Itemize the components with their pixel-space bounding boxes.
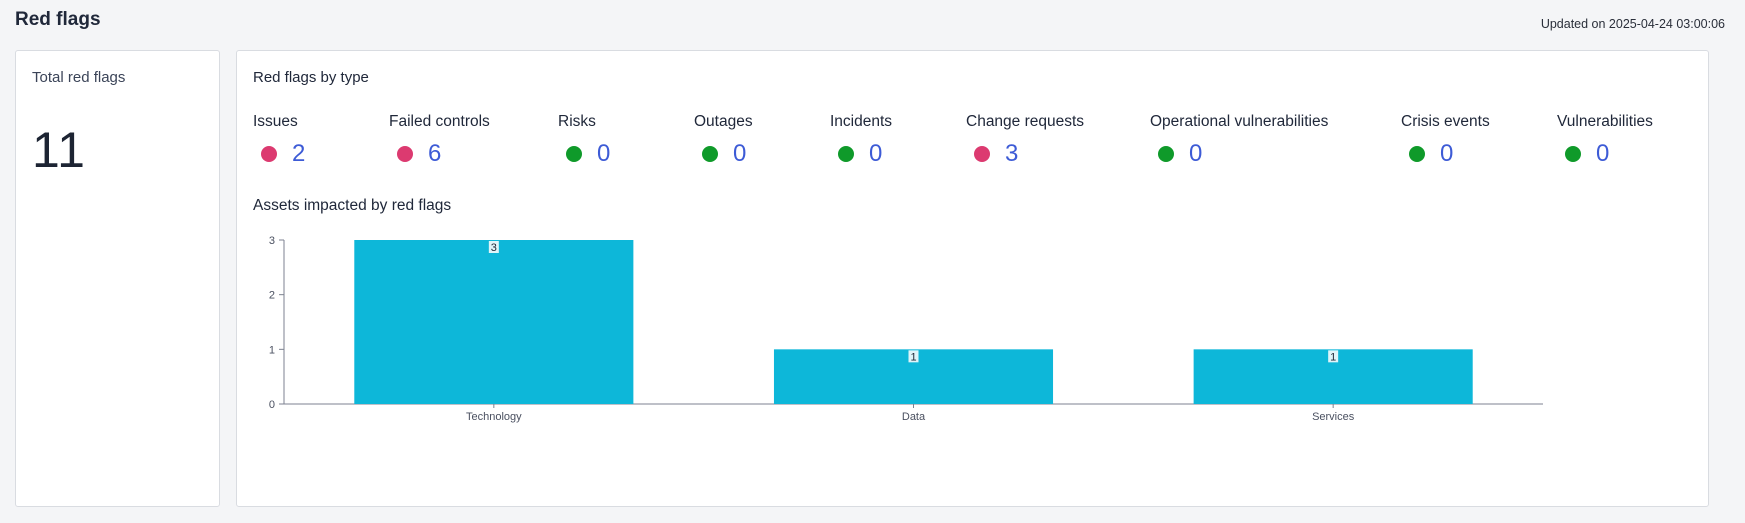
type-count-link[interactable]: 0 xyxy=(869,140,883,167)
page-title: Red flags xyxy=(15,9,101,30)
updated-timestamp: Updated on 2025-04-24 03:00:06 xyxy=(1540,17,1725,31)
status-dot-icon xyxy=(974,146,990,162)
status-dot-icon xyxy=(702,146,718,162)
total-red-flags-title: Total red flags xyxy=(32,69,126,86)
y-tick-label: 0 xyxy=(269,399,275,411)
type-count-link[interactable]: 0 xyxy=(733,140,747,167)
type-label: Risks xyxy=(558,113,596,130)
data-label: 1 xyxy=(1330,351,1336,363)
type-item-vulnerabilities: Vulnerabilities 0 xyxy=(1557,113,1653,167)
type-label: Outages xyxy=(694,113,753,130)
type-count-link[interactable]: 0 xyxy=(1440,140,1454,167)
status-dot-icon xyxy=(1409,146,1425,162)
y-tick-label: 1 xyxy=(269,344,275,356)
type-item-issues: Issues 2 xyxy=(253,113,305,167)
type-count-link[interactable]: 0 xyxy=(1189,140,1203,167)
x-tick-label: Data xyxy=(902,411,926,423)
type-item-outages: Outages 0 xyxy=(694,113,753,167)
type-label: Change requests xyxy=(966,113,1085,130)
red-flags-by-type-title: Red flags by type xyxy=(253,69,369,86)
type-item-operational-vulnerabilities: Operational vulnerabilities 0 xyxy=(1150,113,1328,167)
x-tick-label: Technology xyxy=(466,411,522,423)
status-dot-icon xyxy=(566,146,582,162)
status-dot-icon xyxy=(1158,146,1174,162)
data-label-background xyxy=(488,241,499,253)
total-red-flags-card: Total red flags 11 xyxy=(15,50,220,507)
red-flag-type-list: Issues 2 Failed controls 6 Risks 0 Outag… xyxy=(253,113,1693,173)
type-item-crisis-events: Crisis events 0 xyxy=(1401,113,1490,167)
type-label: Vulnerabilities xyxy=(1557,113,1653,130)
data-label: 3 xyxy=(491,242,497,254)
type-item-change-requests: Change requests 3 xyxy=(966,113,1084,167)
bar xyxy=(354,240,634,404)
assets-chart-title: Assets impacted by red flags xyxy=(253,197,452,214)
type-count-link[interactable]: 0 xyxy=(597,140,611,167)
status-dot-icon xyxy=(1565,146,1581,162)
type-count-link[interactable]: 2 xyxy=(292,140,306,167)
type-count-link[interactable]: 3 xyxy=(1005,140,1019,167)
data-label: 1 xyxy=(910,351,916,363)
type-label: Failed controls xyxy=(389,113,490,130)
assets-bar-chart: 0 1 2 3 Technology 3 Data 1 Services 1 xyxy=(269,235,1543,423)
type-label: Incidents xyxy=(830,113,893,130)
y-tick-label: 3 xyxy=(269,235,275,247)
type-count-link[interactable]: 6 xyxy=(428,140,442,167)
data-label-background xyxy=(1328,350,1339,363)
type-item-failed-controls: Failed controls 6 xyxy=(389,113,490,167)
status-dot-icon xyxy=(261,146,277,162)
y-tick-label: 2 xyxy=(269,290,275,302)
data-label-background xyxy=(908,350,919,363)
type-label: Issues xyxy=(253,113,298,130)
type-item-incidents: Incidents 0 xyxy=(830,113,892,167)
red-flags-by-type-card: Red flags by type Issues 2 Failed contro… xyxy=(236,50,1709,507)
total-red-flags-value: 11 xyxy=(32,122,86,178)
type-label: Crisis events xyxy=(1401,113,1490,130)
status-dot-icon xyxy=(838,146,854,162)
status-dot-icon xyxy=(397,146,413,162)
type-item-risks: Risks 0 xyxy=(558,113,610,167)
type-label: Operational vulnerabilities xyxy=(1150,113,1329,130)
x-tick-label: Services xyxy=(1312,411,1355,423)
type-count-link[interactable]: 0 xyxy=(1596,140,1610,167)
